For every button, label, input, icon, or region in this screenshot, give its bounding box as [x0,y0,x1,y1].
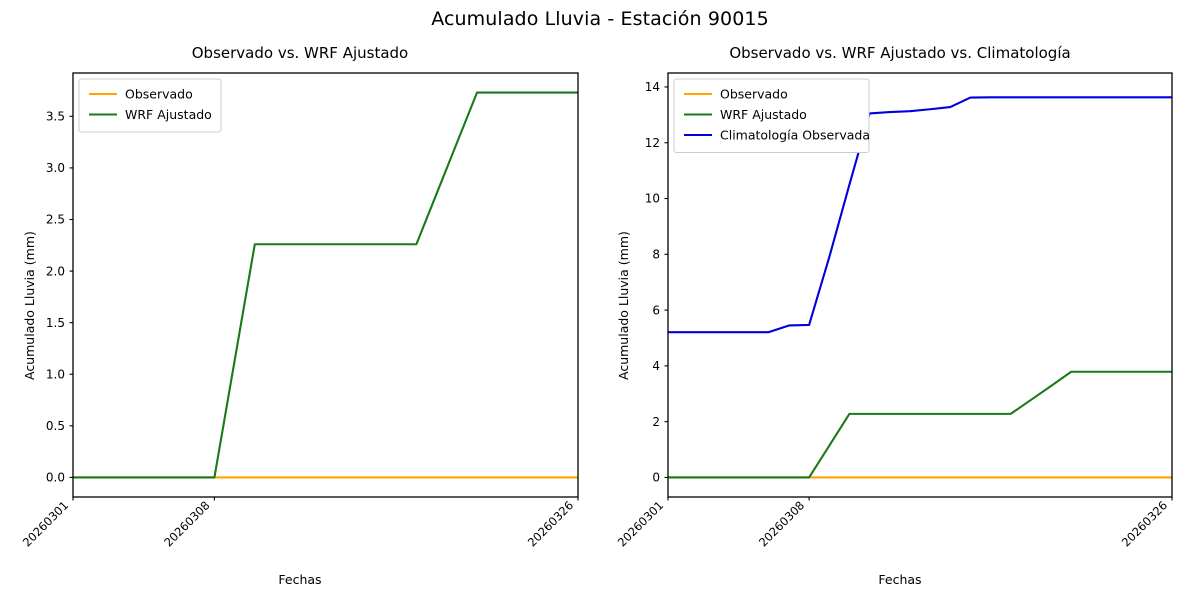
y-tick-label: 2 [652,415,660,429]
x-tick-label: 20260301 [20,498,71,549]
y-tick-label: 1.0 [46,367,65,381]
axes-border [72,72,579,498]
legend-label: WRF Ajustado [125,107,212,122]
y-tick-label: 1.5 [46,316,65,330]
figure-suptitle: Acumulado Lluvia - Estación 90015 [431,8,769,30]
subplot-right: Observado vs. WRF Ajustado vs. Climatolo… [600,0,1200,600]
y-tick-label: 0.5 [46,419,65,433]
x-tick-label: 20260326 [1119,498,1170,549]
y-tick-label: 0.0 [46,471,65,485]
x-tick-label: 20260326 [525,498,576,549]
y-tick-label: 10 [645,192,660,206]
legend-box [78,78,222,133]
y-tick-label: 12 [645,136,660,150]
subplot-right-axes: 0 2 4 6 8 10 12 14 20260301 20260308 20260326 Obser… [615,72,1173,550]
y-tick-label: 14 [645,80,660,94]
subplot-left-xlabel: Fechas [278,572,322,587]
y-tick-label: 4 [652,359,660,373]
series-line-wrf-ajustado [668,370,1172,479]
subplot-right-ylabel: Acumulado Lluvia (mm) [616,231,631,380]
y-tick-label: 2.5 [46,213,65,227]
y-tick-label: 3.5 [46,110,65,124]
y-tick-label: 3.0 [46,161,65,175]
x-tick-label: 20260308 [756,498,807,549]
y-tick-label: 0 [652,471,660,485]
subplot-right-title: Observado vs. WRF Ajustado vs. Climatolo… [729,44,1071,62]
y-tick-label: 8 [652,248,660,262]
axes-border [667,72,1173,498]
series-line-climatolog-a-observada [668,96,1172,334]
legend-label: WRF Ajustado [720,107,807,122]
legend-label: Observado [720,86,788,101]
legend-box [673,78,870,153]
plot-background [73,73,578,497]
legend-label: Climatología Observada [720,127,870,142]
series-line-wrf-ajustado [73,91,578,479]
subplot-left-axes: 0.0 0.5 1.0 1.5 2.0 2.5 3.0 3.5 20260301 20260308… [20,72,579,550]
y-tick-label: 6 [652,303,660,317]
subplot-left-title: Observado vs. WRF Ajustado [191,44,409,62]
x-tick-label: 20260308 [161,498,212,549]
legend-label: Observado [125,86,193,101]
subplot-left: Observado vs. WRF Ajustado Acumulado Llu… [20,44,579,587]
y-tick-label: 2.0 [46,264,65,278]
x-tick-label: 20260301 [615,498,666,549]
subplot-right-xlabel: Fechas [878,572,922,587]
